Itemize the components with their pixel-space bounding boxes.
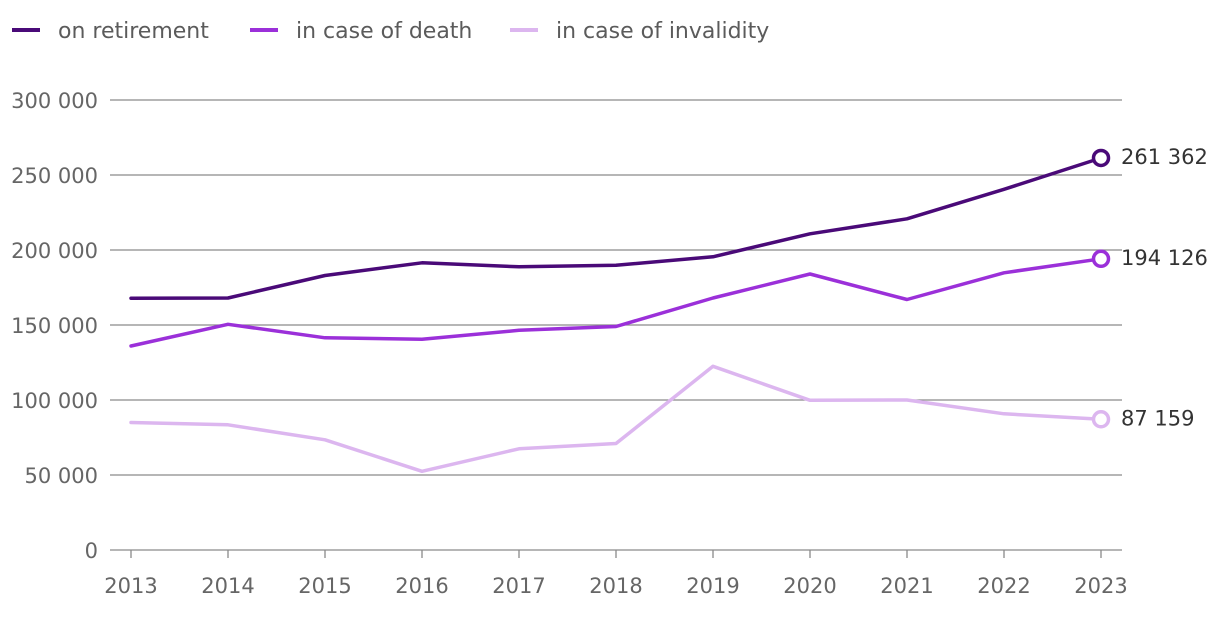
x-tick-label-3: 2016 — [395, 574, 448, 598]
x-axis: 2013 2014 2015 2016 2017 2018 2019 2020 2021 2022… — [104, 549, 1128, 598]
y-axis: 0 50 000 100 000 150 000 200 000 250 000 300 0… — [11, 89, 98, 563]
y-tick-label-2: 100 000 — [11, 389, 98, 413]
end-marker-0 — [1091, 148, 1111, 168]
series-line-1 — [129, 257, 1103, 348]
legend: on retirement in case of death in case of … — [12, 19, 769, 44]
x-tick-label-9: 2022 — [977, 574, 1030, 598]
y-tick-label-1: 50 000 — [25, 464, 98, 488]
legend-label-1: in case of death — [296, 19, 472, 44]
x-tick-label-4: 2017 — [492, 574, 545, 598]
end-value-label-2: 87 159 — [1121, 406, 1194, 430]
y-tick-label-4: 200 000 — [11, 239, 98, 263]
x-tick-label-1: 2014 — [201, 574, 254, 598]
end-marker-1 — [1091, 249, 1111, 269]
end-labels: 261 362 194 126 87 159 — [1121, 145, 1208, 430]
series-group — [129, 148, 1111, 474]
end-value-label-0: 261 362 — [1121, 145, 1208, 169]
x-tick-label-6: 2019 — [686, 574, 739, 598]
x-tick-label-0: 2013 — [104, 574, 157, 598]
series-line-0 — [129, 156, 1103, 301]
y-tick-label-3: 150 000 — [11, 314, 98, 338]
y-tick-label-6: 300 000 — [11, 89, 98, 113]
x-tick-label-7: 2020 — [783, 574, 836, 598]
end-value-label-1: 194 126 — [1121, 246, 1208, 270]
x-tick-label-5: 2018 — [589, 574, 642, 598]
legend-label-0: on retirement — [58, 19, 209, 44]
x-tick-label-2: 2015 — [298, 574, 351, 598]
y-tick-label-5: 250 000 — [11, 164, 98, 188]
x-tick-label-8: 2021 — [880, 574, 933, 598]
end-marker-2 — [1091, 410, 1111, 429]
x-tick-label-10: 2023 — [1074, 574, 1127, 598]
legend-label-2: in case of invalidity — [556, 19, 769, 44]
series-line-2 — [129, 364, 1103, 474]
gridlines — [110, 99, 1122, 476]
y-tick-label-0: 0 — [85, 539, 98, 563]
